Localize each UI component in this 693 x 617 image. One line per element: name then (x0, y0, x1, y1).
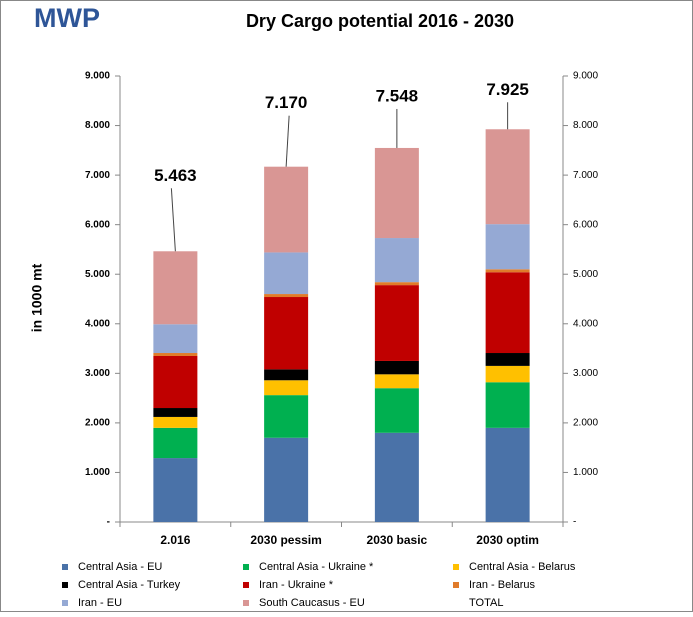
x-tick-label: 2.016 (160, 533, 190, 547)
legend-swatch (243, 600, 249, 606)
legend-label: Iran - EU (78, 597, 122, 609)
x-tick-label: 2030 optim (476, 533, 539, 547)
legend-label: Central Asia - Turkey (78, 579, 181, 591)
legend-label: Central Asia - Ukraine * (259, 561, 374, 573)
bar-segment (153, 427, 198, 459)
legend-label: Iran - Ukraine * (259, 579, 334, 591)
y2-tick-label: 4.000 (573, 318, 598, 329)
bar-segment (374, 374, 419, 389)
chart-title: Dry Cargo potential 2016 - 2030 (246, 11, 514, 31)
y-tick-label: 2.000 (85, 418, 110, 429)
legend-swatch (62, 600, 68, 606)
bar-segment (485, 269, 530, 273)
bar-segment (485, 272, 530, 354)
y-tick-label: - (107, 517, 110, 528)
legend-swatch (453, 564, 459, 570)
legend-label: Central Asia - Belarus (469, 561, 576, 573)
bar-segment (485, 129, 530, 225)
bar-segment (264, 369, 309, 381)
bar-segment (374, 282, 419, 286)
bar-segment (153, 251, 198, 325)
leader-line (285, 115, 290, 167)
y-tick-label: 5.000 (85, 269, 110, 280)
bar-segment (374, 388, 419, 433)
bar-segment (374, 360, 419, 375)
legend-label: TOTAL (469, 597, 503, 609)
y-tick-label: 4.000 (85, 318, 110, 329)
y2-tick-label: 8.000 (573, 120, 598, 131)
legend-swatch (243, 564, 249, 570)
bar-segment (485, 427, 530, 522)
y2-tick-label: 3.000 (573, 368, 598, 379)
y2-tick-label: 1.000 (573, 467, 598, 478)
bar-segment (374, 147, 419, 239)
bar-segment (264, 294, 309, 298)
legend-swatch (243, 582, 249, 588)
y2-tick-label: 7.000 (573, 170, 598, 181)
bar-segment (374, 238, 419, 283)
y-tick-label: 3.000 (85, 368, 110, 379)
y-tick-label: 6.000 (85, 219, 110, 230)
y-tick-label: 9.000 (85, 71, 110, 82)
legend-label: Iran - Belarus (469, 579, 536, 591)
total-label: 7.170 (265, 93, 308, 112)
bar-segment (264, 437, 309, 522)
bar-segment (264, 166, 309, 253)
legend-label: Central Asia - EU (78, 561, 162, 573)
legend-swatch (62, 564, 68, 570)
bar-segment (374, 285, 419, 361)
y2-tick-label: 6.000 (573, 219, 598, 230)
y-tick-label: 7.000 (85, 170, 110, 181)
bar-segment (264, 395, 309, 438)
bar-segment (153, 353, 198, 356)
bar-segment (485, 353, 530, 366)
y-axis-label: in 1000 mt (29, 263, 45, 332)
total-label: 7.925 (486, 80, 529, 99)
y2-tick-label: 2.000 (573, 418, 598, 429)
bar-segment (153, 416, 198, 428)
total-label: 5.463 (154, 166, 197, 185)
legend-swatch (62, 582, 68, 588)
y2-tick-label: - (573, 517, 576, 528)
bar-segment (264, 380, 309, 396)
x-tick-label: 2030 basic (367, 533, 428, 547)
bar-segment (153, 408, 198, 417)
bar-segment (485, 365, 530, 383)
leader-line (170, 188, 176, 252)
bar-segment (374, 432, 419, 522)
bar-segment (264, 252, 309, 295)
y2-tick-label: 5.000 (573, 269, 598, 280)
bar-segment (264, 297, 309, 370)
bar-segment (485, 382, 530, 428)
bar-segment (153, 458, 198, 522)
y-tick-label: 8.000 (85, 120, 110, 131)
bar-segment (153, 324, 198, 354)
y2-tick-label: 9.000 (573, 71, 598, 82)
bar-segment (153, 355, 198, 409)
legend-label: South Caucasus - EU (259, 597, 365, 609)
total-label: 7.548 (376, 86, 419, 105)
logo: MWP (34, 3, 100, 33)
bar-segment (485, 224, 530, 270)
y-tick-label: 1.000 (85, 467, 110, 478)
legend-swatch (453, 582, 459, 588)
x-tick-label: 2030 pessim (250, 533, 321, 547)
